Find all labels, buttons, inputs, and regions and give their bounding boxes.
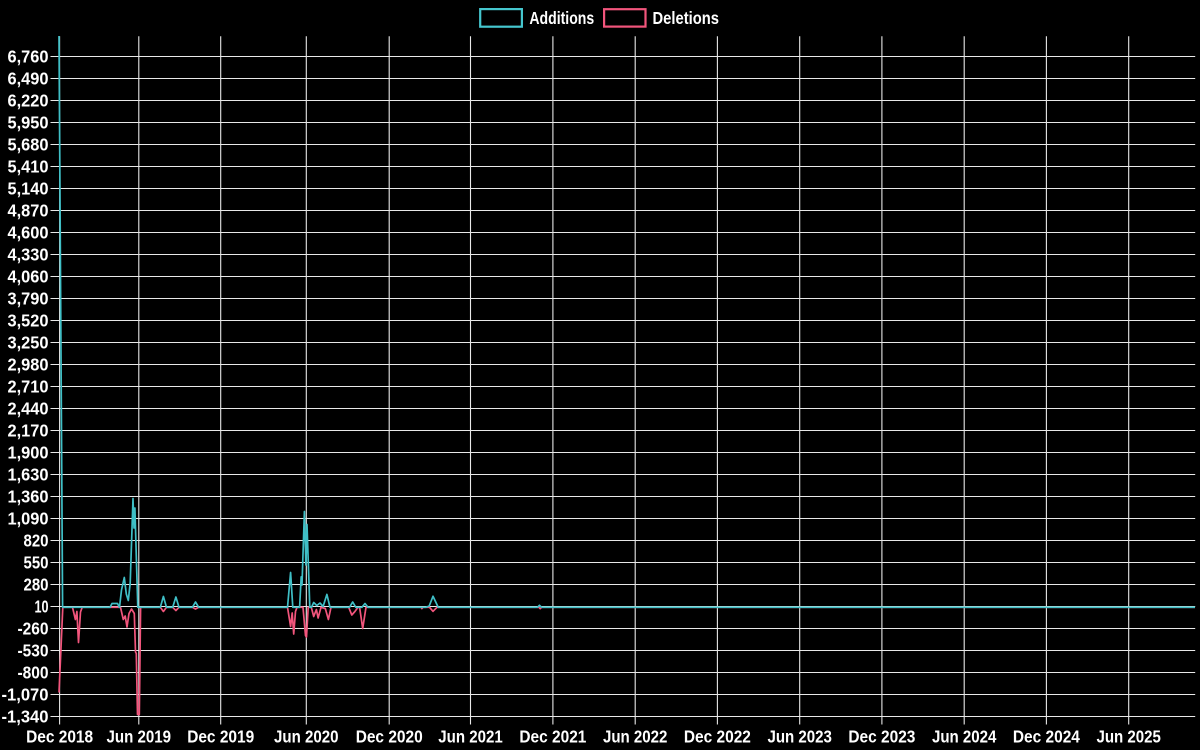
svg-text:Jun 2021: Jun 2021	[438, 726, 503, 746]
svg-text:3,520: 3,520	[8, 310, 49, 330]
svg-text:4,060: 4,060	[8, 266, 49, 286]
svg-text:Deletions: Deletions	[653, 8, 720, 28]
svg-text:6,490: 6,490	[8, 68, 49, 88]
svg-text:1,900: 1,900	[8, 442, 49, 462]
svg-text:6,760: 6,760	[8, 46, 49, 66]
svg-text:10: 10	[35, 596, 49, 616]
svg-text:Jun 2025: Jun 2025	[1096, 726, 1161, 746]
svg-text:2,440: 2,440	[8, 398, 49, 418]
svg-text:Dec 2020: Dec 2020	[356, 726, 423, 746]
svg-text:Additions: Additions	[529, 8, 594, 28]
svg-text:Jun 2020: Jun 2020	[274, 726, 339, 746]
svg-text:Dec 2022: Dec 2022	[684, 726, 751, 746]
svg-text:2,710: 2,710	[8, 376, 49, 396]
svg-text:-800: -800	[18, 662, 49, 682]
svg-text:-530: -530	[18, 640, 49, 660]
svg-text:Dec 2021: Dec 2021	[519, 726, 586, 746]
svg-text:1,090: 1,090	[8, 508, 49, 528]
svg-text:-1,340: -1,340	[2, 706, 49, 726]
svg-text:4,870: 4,870	[8, 200, 49, 220]
svg-text:5,410: 5,410	[8, 156, 49, 176]
svg-text:6,220: 6,220	[8, 90, 49, 110]
svg-text:280: 280	[24, 574, 49, 594]
svg-text:Jun 2022: Jun 2022	[603, 726, 668, 746]
svg-text:1,360: 1,360	[8, 486, 49, 506]
svg-text:4,330: 4,330	[8, 244, 49, 264]
svg-text:1,630: 1,630	[8, 464, 49, 484]
svg-text:Jun 2024: Jun 2024	[932, 726, 997, 746]
svg-text:820: 820	[24, 530, 49, 550]
svg-text:Dec 2019: Dec 2019	[187, 726, 254, 746]
svg-text:2,980: 2,980	[8, 354, 49, 374]
svg-text:5,140: 5,140	[8, 178, 49, 198]
svg-text:3,790: 3,790	[8, 288, 49, 308]
svg-text:4,600: 4,600	[8, 222, 49, 242]
svg-text:Jun 2023: Jun 2023	[767, 726, 832, 746]
svg-text:550: 550	[24, 552, 49, 572]
svg-text:5,680: 5,680	[8, 134, 49, 154]
svg-text:-1,070: -1,070	[2, 684, 49, 704]
svg-text:2,170: 2,170	[8, 420, 49, 440]
svg-text:Jun 2019: Jun 2019	[107, 726, 172, 746]
svg-text:Dec 2018: Dec 2018	[26, 726, 93, 746]
svg-text:5,950: 5,950	[8, 112, 49, 132]
svg-text:-260: -260	[18, 618, 49, 638]
svg-text:3,250: 3,250	[8, 332, 49, 352]
svg-text:Dec 2023: Dec 2023	[848, 726, 915, 746]
svg-text:Dec 2024: Dec 2024	[1013, 726, 1080, 746]
